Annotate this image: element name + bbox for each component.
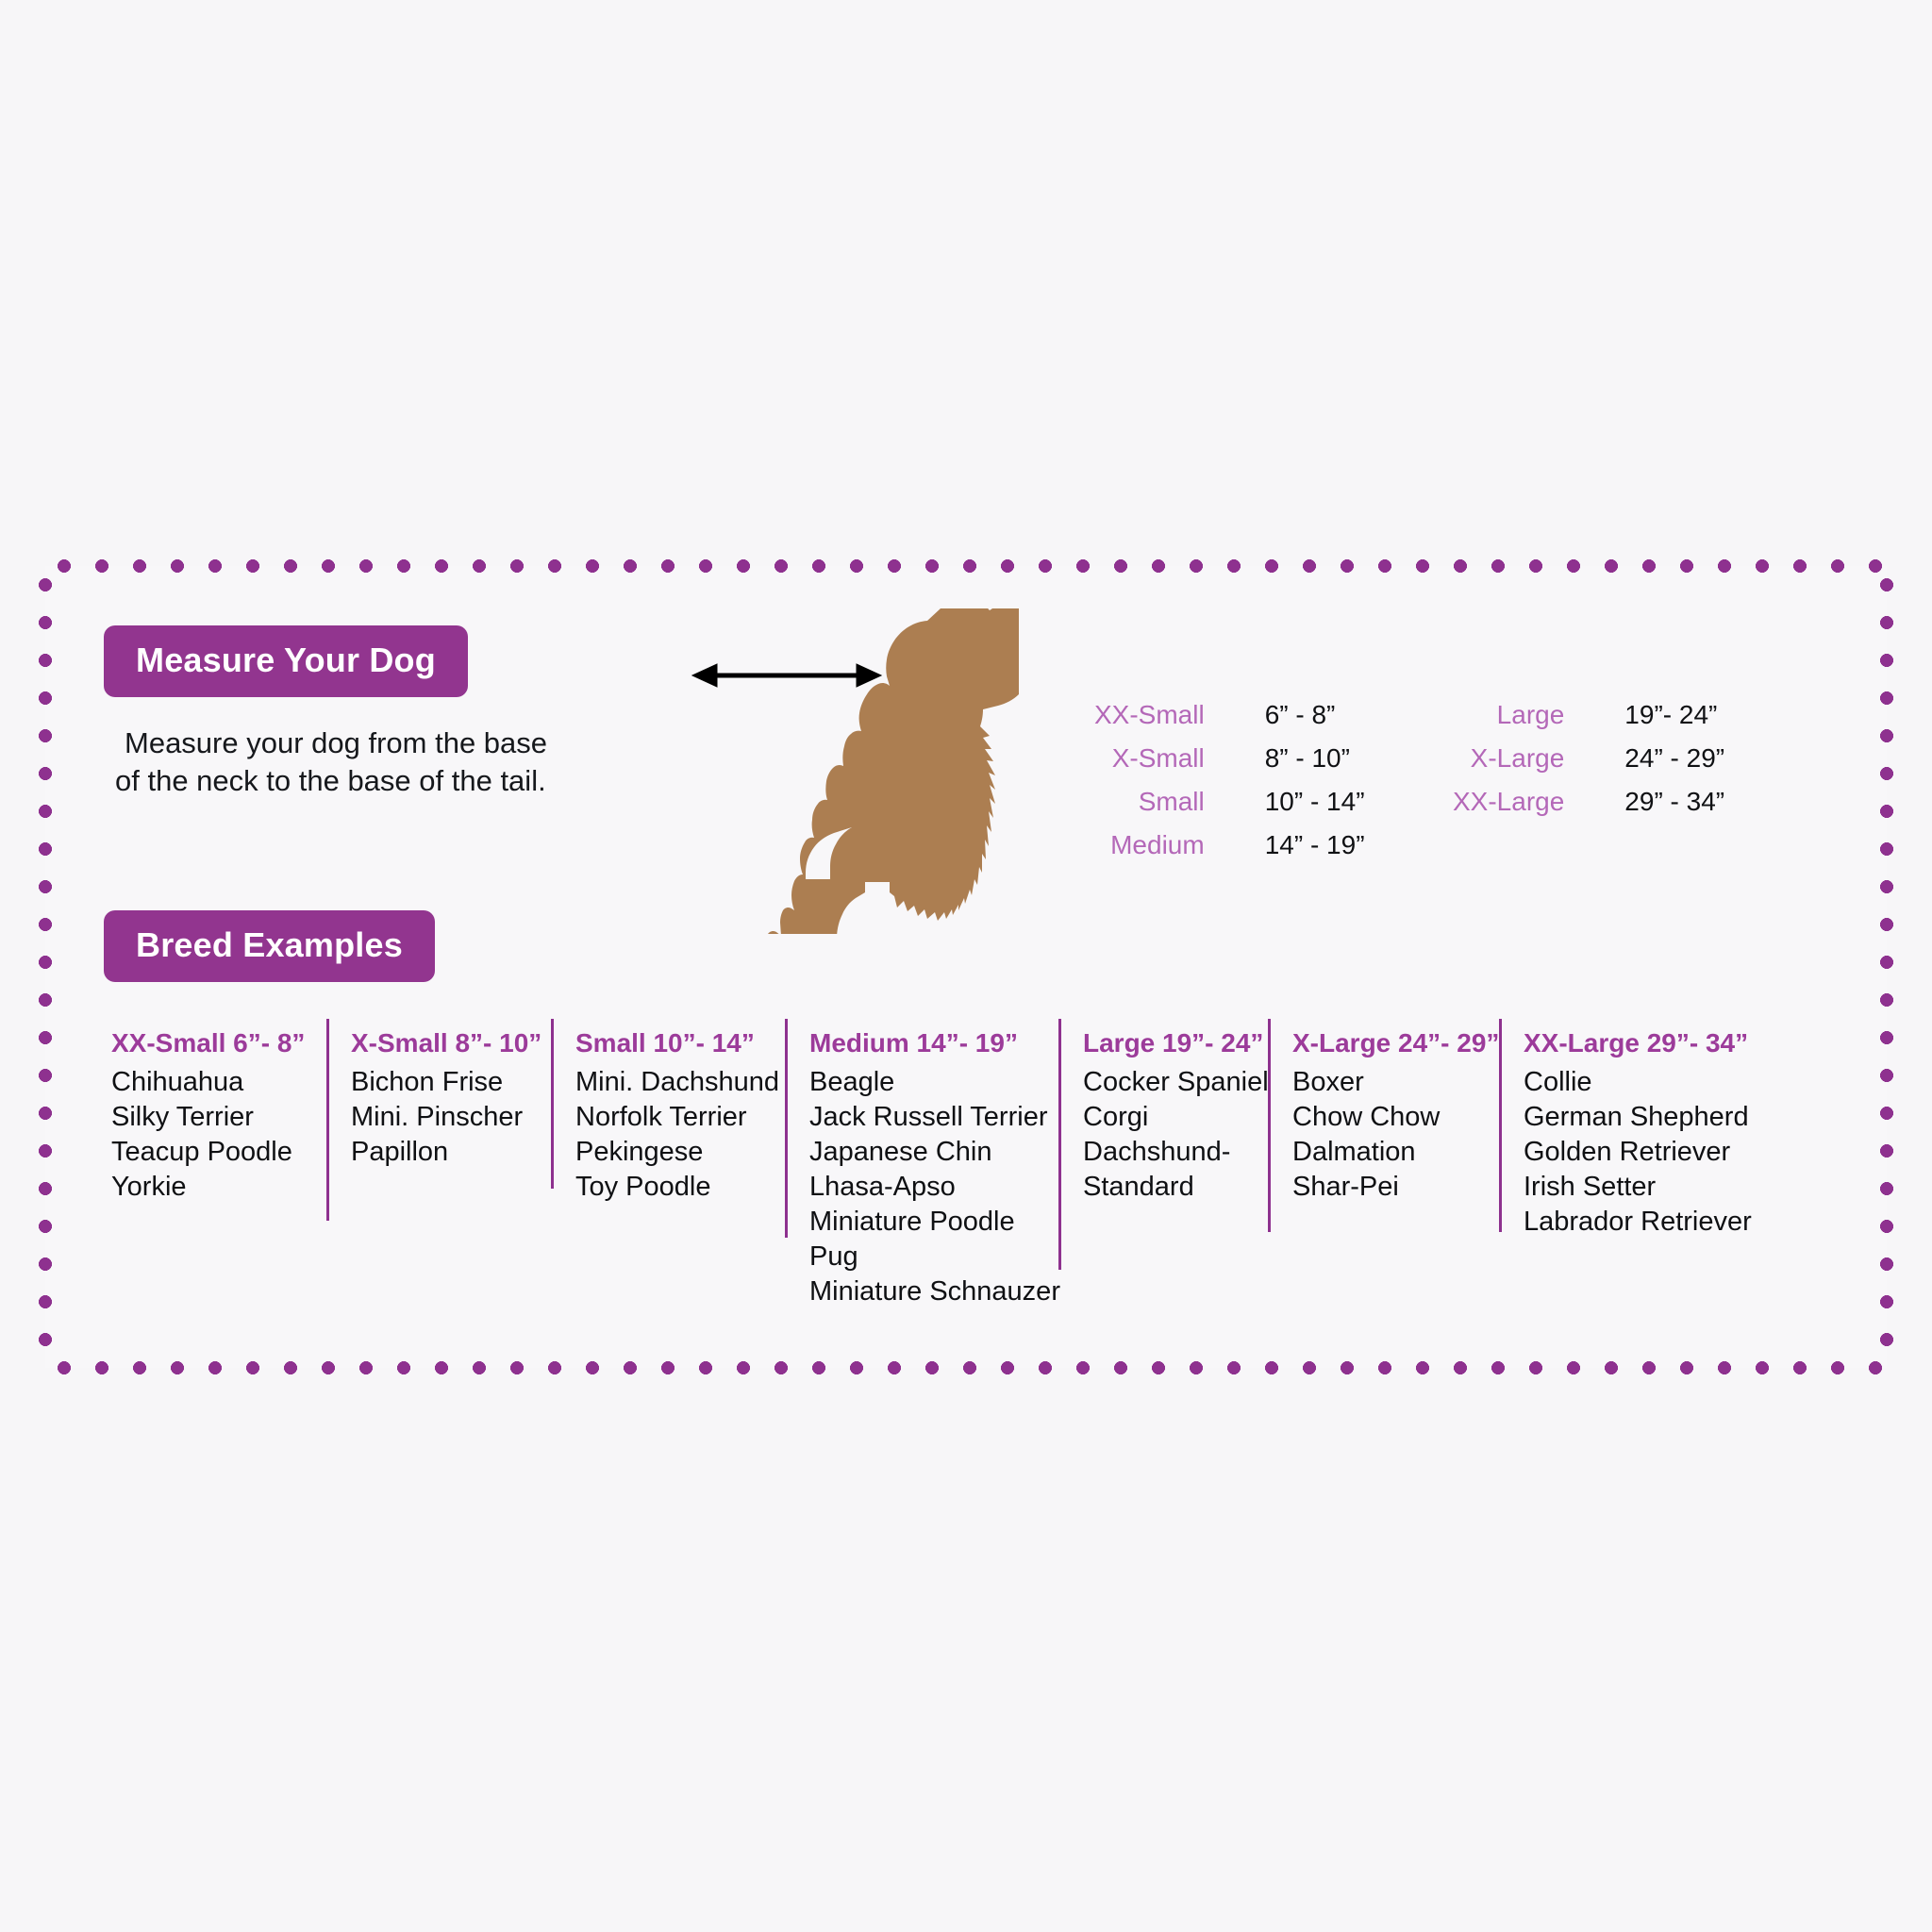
breed-item: Mini. Dachshund bbox=[575, 1067, 779, 1097]
breed-item: Mini. Pinscher bbox=[351, 1102, 524, 1132]
breed-column-small: Small 10”- 14” Mini. Dachshund Norfolk T… bbox=[551, 1019, 785, 1309]
breed-item: Cocker Spaniel bbox=[1083, 1067, 1269, 1097]
breed-item: Standard bbox=[1083, 1172, 1194, 1202]
breed-column-header: Large 19”- 24” bbox=[1083, 1028, 1264, 1058]
size-name: XX-Large bbox=[1453, 787, 1565, 816]
breed-column-header: Medium 14”- 19” bbox=[809, 1028, 1018, 1058]
dog-measurement-illustration bbox=[623, 608, 1019, 934]
breed-item: Bichon Frise bbox=[351, 1067, 504, 1097]
breed-item: Papillon bbox=[351, 1137, 449, 1167]
breed-item: Labrador Retriever bbox=[1524, 1207, 1752, 1237]
dotted-border-bottom bbox=[45, 1361, 1887, 1374]
breed-item: Toy Poodle bbox=[575, 1172, 711, 1202]
breed-item: Golden Retriever bbox=[1524, 1137, 1731, 1167]
breed-column-xx-small: XX-Small 6”- 8” Chihuahua Silky Terrier … bbox=[111, 1028, 326, 1309]
measure-your-dog-heading: Measure Your Dog bbox=[104, 625, 468, 697]
size-name: Small bbox=[1138, 787, 1205, 816]
breed-item: Jack Russell Terrier bbox=[809, 1102, 1048, 1132]
size-range: 10” - 14” bbox=[1264, 787, 1365, 816]
size-chart-right: Large 19”- 24” X-Large 24” - 29” XX-Larg… bbox=[1453, 693, 1724, 824]
column-divider bbox=[326, 1019, 329, 1221]
size-range: 14” - 19” bbox=[1264, 830, 1365, 859]
column-divider bbox=[1268, 1019, 1271, 1232]
breed-column-x-large: X-Large 24”- 29” Boxer Chow Chow Dalmati… bbox=[1268, 1019, 1500, 1309]
breed-item: Silky Terrier bbox=[111, 1102, 254, 1132]
breed-item: German Shepherd bbox=[1524, 1102, 1749, 1132]
dotted-border-left bbox=[39, 566, 52, 1368]
column-divider bbox=[785, 1019, 788, 1238]
size-range: 24” - 29” bbox=[1624, 743, 1725, 773]
breed-item: Dachshund- bbox=[1083, 1137, 1231, 1167]
breed-examples-table: XX-Small 6”- 8” Chihuahua Silky Terrier … bbox=[111, 1019, 1800, 1309]
breed-column-x-small: X-Small 8”- 10” Bichon Frise Mini. Pinsc… bbox=[326, 1019, 551, 1309]
measure-instruction-text: Measure your dog from the base of the ne… bbox=[115, 724, 643, 799]
breed-item: Chihuahua bbox=[111, 1067, 244, 1097]
dotted-border-right bbox=[1880, 566, 1893, 1368]
breed-item: Yorkie bbox=[111, 1172, 187, 1202]
size-range: 19”- 24” bbox=[1624, 700, 1718, 729]
breed-item: Miniature Schnauzer bbox=[809, 1276, 1060, 1307]
breed-item: Shar-Pei bbox=[1292, 1172, 1399, 1202]
double-headed-measure-arrow-icon bbox=[691, 663, 883, 688]
breed-item: Teacup Poodle bbox=[111, 1137, 292, 1167]
size-name: X-Small bbox=[1111, 743, 1205, 773]
breed-column-header: Small 10”- 14” bbox=[575, 1028, 755, 1058]
breed-column-xx-large: XX-Large 29”- 34” Collie German Shepherd… bbox=[1499, 1019, 1763, 1309]
breed-item: Corgi bbox=[1083, 1102, 1149, 1132]
breed-item: Miniature Poodle bbox=[809, 1207, 1015, 1237]
size-range: 6” - 8” bbox=[1264, 700, 1336, 729]
breed-column-header: XX-Small 6”- 8” bbox=[111, 1028, 306, 1058]
column-divider bbox=[1499, 1019, 1502, 1232]
breed-item: Chow Chow bbox=[1292, 1102, 1441, 1132]
breed-column-large: Large 19”- 24” Cocker Spaniel Corgi Dach… bbox=[1058, 1019, 1269, 1309]
dotted-border-top bbox=[45, 559, 1887, 573]
breed-item: Japanese Chin bbox=[809, 1137, 992, 1167]
size-name: Medium bbox=[1110, 830, 1205, 859]
breed-examples-heading: Breed Examples bbox=[104, 910, 435, 982]
breed-item: Boxer bbox=[1292, 1067, 1364, 1097]
breed-column-header: XX-Large 29”- 34” bbox=[1524, 1028, 1749, 1058]
breed-item: Lhasa-Apso bbox=[809, 1172, 956, 1202]
size-range: 8” - 10” bbox=[1264, 743, 1350, 773]
breed-item: Beagle bbox=[809, 1067, 895, 1097]
size-chart-left: XX-Small 6” - 8” X-Small 8” - 10” Small … bbox=[1094, 693, 1365, 867]
instruction-line-1: Measure your dog from the base bbox=[125, 726, 548, 759]
size-name: XX-Small bbox=[1094, 700, 1205, 729]
instruction-line-2: of the neck to the base of the tail. bbox=[115, 763, 546, 797]
column-divider bbox=[1058, 1019, 1061, 1270]
breed-item: Dalmation bbox=[1292, 1137, 1416, 1167]
breed-item: Pug bbox=[809, 1241, 858, 1272]
dog-silhouette-icon bbox=[768, 608, 1019, 934]
breed-column-header: X-Large 24”- 29” bbox=[1292, 1028, 1500, 1058]
size-name: X-Large bbox=[1470, 743, 1565, 773]
size-name: Large bbox=[1496, 700, 1565, 729]
breed-item: Pekingese bbox=[575, 1137, 704, 1167]
breed-column-header: X-Small 8”- 10” bbox=[351, 1028, 542, 1058]
size-range: 29” - 34” bbox=[1624, 787, 1725, 816]
column-divider bbox=[551, 1019, 554, 1189]
breed-column-medium: Medium 14”- 19” Beagle Jack Russell Terr… bbox=[785, 1019, 1060, 1309]
breed-item: Collie bbox=[1524, 1067, 1592, 1097]
breed-item: Irish Setter bbox=[1524, 1172, 1657, 1202]
breed-item: Norfolk Terrier bbox=[575, 1102, 747, 1132]
